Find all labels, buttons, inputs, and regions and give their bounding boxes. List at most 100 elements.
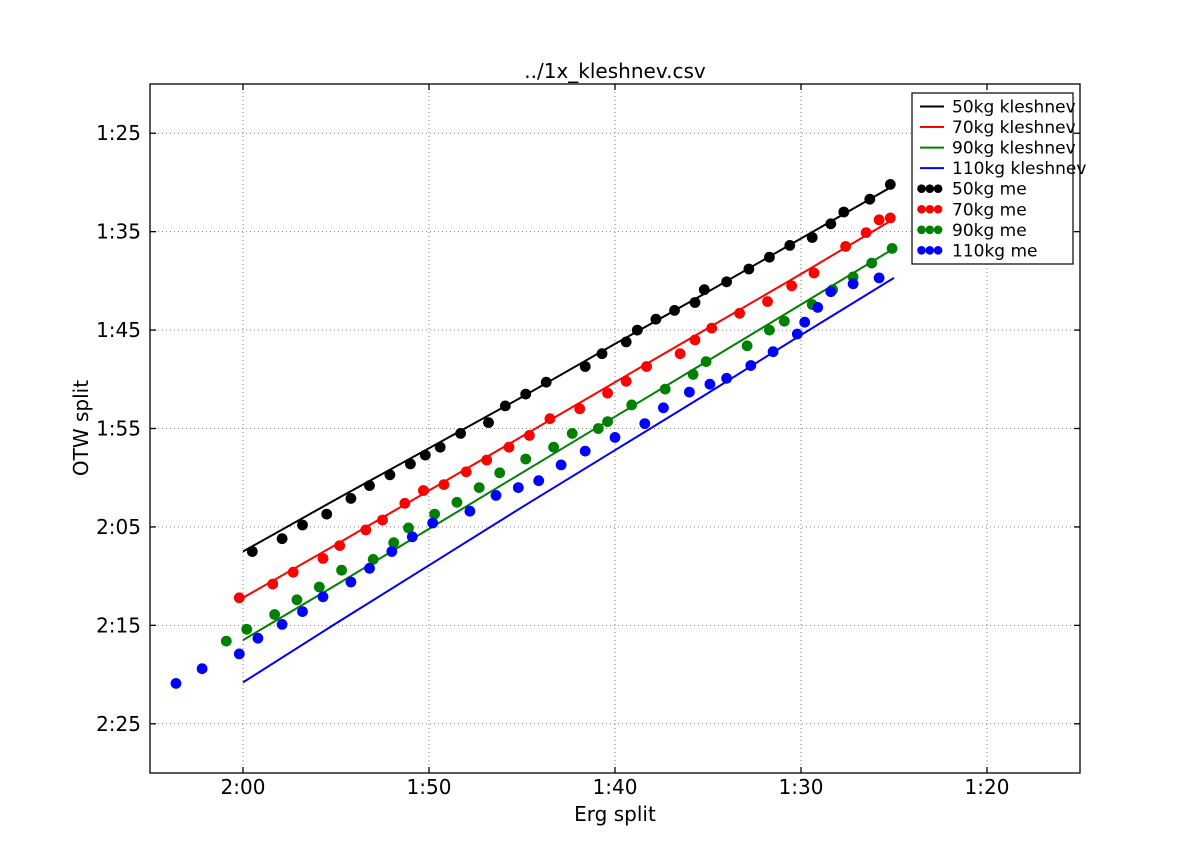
data-point (405, 458, 416, 470)
legend-entry-label: 110kg kleshnev (952, 159, 1086, 179)
data-point (451, 496, 463, 508)
data-point (386, 546, 398, 557)
data-point (704, 378, 716, 390)
data-point (767, 346, 779, 358)
data-point (267, 578, 279, 590)
legend-dot-sample (925, 225, 935, 235)
legend-dot-sample (925, 204, 935, 214)
data-point (364, 562, 375, 574)
figure-title: ../1x_kleshnev.csv (524, 59, 706, 83)
data-point (745, 360, 757, 371)
data-point (377, 514, 388, 526)
data-point (313, 581, 325, 593)
data-point (884, 179, 896, 190)
y-tick-label: 1:25 (96, 121, 141, 145)
data-point (533, 475, 545, 487)
data-point (483, 417, 494, 428)
legend-entry: 90kg kleshnev (920, 139, 1076, 159)
data-point (860, 227, 872, 239)
data-point (669, 305, 680, 316)
data-point (473, 482, 485, 493)
data-point (609, 432, 621, 443)
data-point (799, 316, 811, 328)
data-point (548, 441, 559, 453)
data-point (764, 251, 775, 263)
legend-dot-sample (917, 184, 926, 193)
legend-entry: 50kg me (917, 180, 1027, 200)
data-point (276, 533, 288, 545)
data-point (762, 296, 773, 307)
legend-entry-label: 70kg kleshnev (952, 118, 1076, 138)
x-tick-label: 1:40 (593, 775, 638, 799)
data-point (464, 505, 476, 517)
legend-dot-sample (917, 225, 926, 235)
data-point (808, 267, 820, 279)
legend-entry: 110kg kleshnev (920, 159, 1086, 179)
data-point (367, 554, 379, 565)
data-point (602, 416, 613, 427)
data-point (334, 540, 346, 551)
legend-entry-label: 110kg me (952, 241, 1038, 261)
data-point (384, 469, 396, 481)
data-point (566, 428, 578, 439)
data-point (786, 280, 798, 292)
data-point (659, 383, 671, 395)
data-point (689, 297, 701, 308)
data-point (689, 334, 701, 346)
data-point (429, 508, 440, 520)
y-tick-label: 2:25 (96, 712, 141, 736)
data-point (864, 193, 876, 205)
data-point (641, 361, 652, 372)
data-point (687, 369, 699, 380)
data-point (626, 399, 638, 411)
data-point (700, 356, 712, 367)
data-point (650, 313, 662, 325)
data-point (825, 286, 837, 298)
data-point (241, 623, 253, 635)
grid-layer (150, 84, 1080, 773)
data-point (287, 566, 299, 578)
data-point (706, 322, 718, 334)
scatter-series-110kg-me (170, 272, 885, 689)
legend-entry: 50kg kleshnev (920, 98, 1076, 118)
data-point (684, 386, 695, 398)
y-tick-label: 1:35 (96, 220, 141, 244)
data-point (345, 493, 357, 504)
scatter-series-70kg-me (233, 212, 896, 604)
data-point (297, 519, 308, 531)
data-point (620, 336, 632, 348)
legend-entry-label: 50kg kleshnev (952, 98, 1076, 118)
data-point (460, 466, 472, 478)
data-point (434, 441, 446, 453)
tick-layer (150, 84, 1080, 773)
data-point (406, 531, 418, 543)
data-point (886, 243, 898, 254)
data-point (233, 592, 245, 604)
data-point (631, 324, 643, 336)
tick-label-layer: 2:00 1:50 1:40 1:30 1:20 1:25 1:35 1:45 1:55 2:05… (96, 121, 1009, 799)
legend-dot-sample (917, 204, 926, 214)
data-point (540, 376, 552, 388)
data-point (812, 302, 824, 313)
data-point (494, 467, 506, 479)
legend-dot-sample (933, 246, 943, 255)
legend-dot-sample (933, 184, 943, 193)
x-tick-label: 1:30 (779, 775, 824, 799)
y-tick-label: 1:45 (96, 318, 141, 342)
data-point (455, 428, 466, 439)
data-point (639, 418, 651, 429)
x-tick-label: 2:00 (221, 775, 266, 799)
legend-dot-sample (925, 246, 935, 255)
data-point (317, 553, 329, 564)
data-point (674, 348, 686, 360)
data-point (419, 449, 431, 461)
line-series-90kg-kleshnev (242, 247, 895, 641)
y-axis-label: OTW split (69, 380, 93, 476)
x-tick-label: 1:50 (407, 775, 452, 799)
y-tick-label: 2:15 (96, 613, 141, 637)
legend-dot-sample (917, 246, 926, 255)
data-point (620, 375, 632, 387)
data-point (873, 272, 885, 284)
data-point (592, 423, 604, 434)
data-point (220, 635, 232, 647)
